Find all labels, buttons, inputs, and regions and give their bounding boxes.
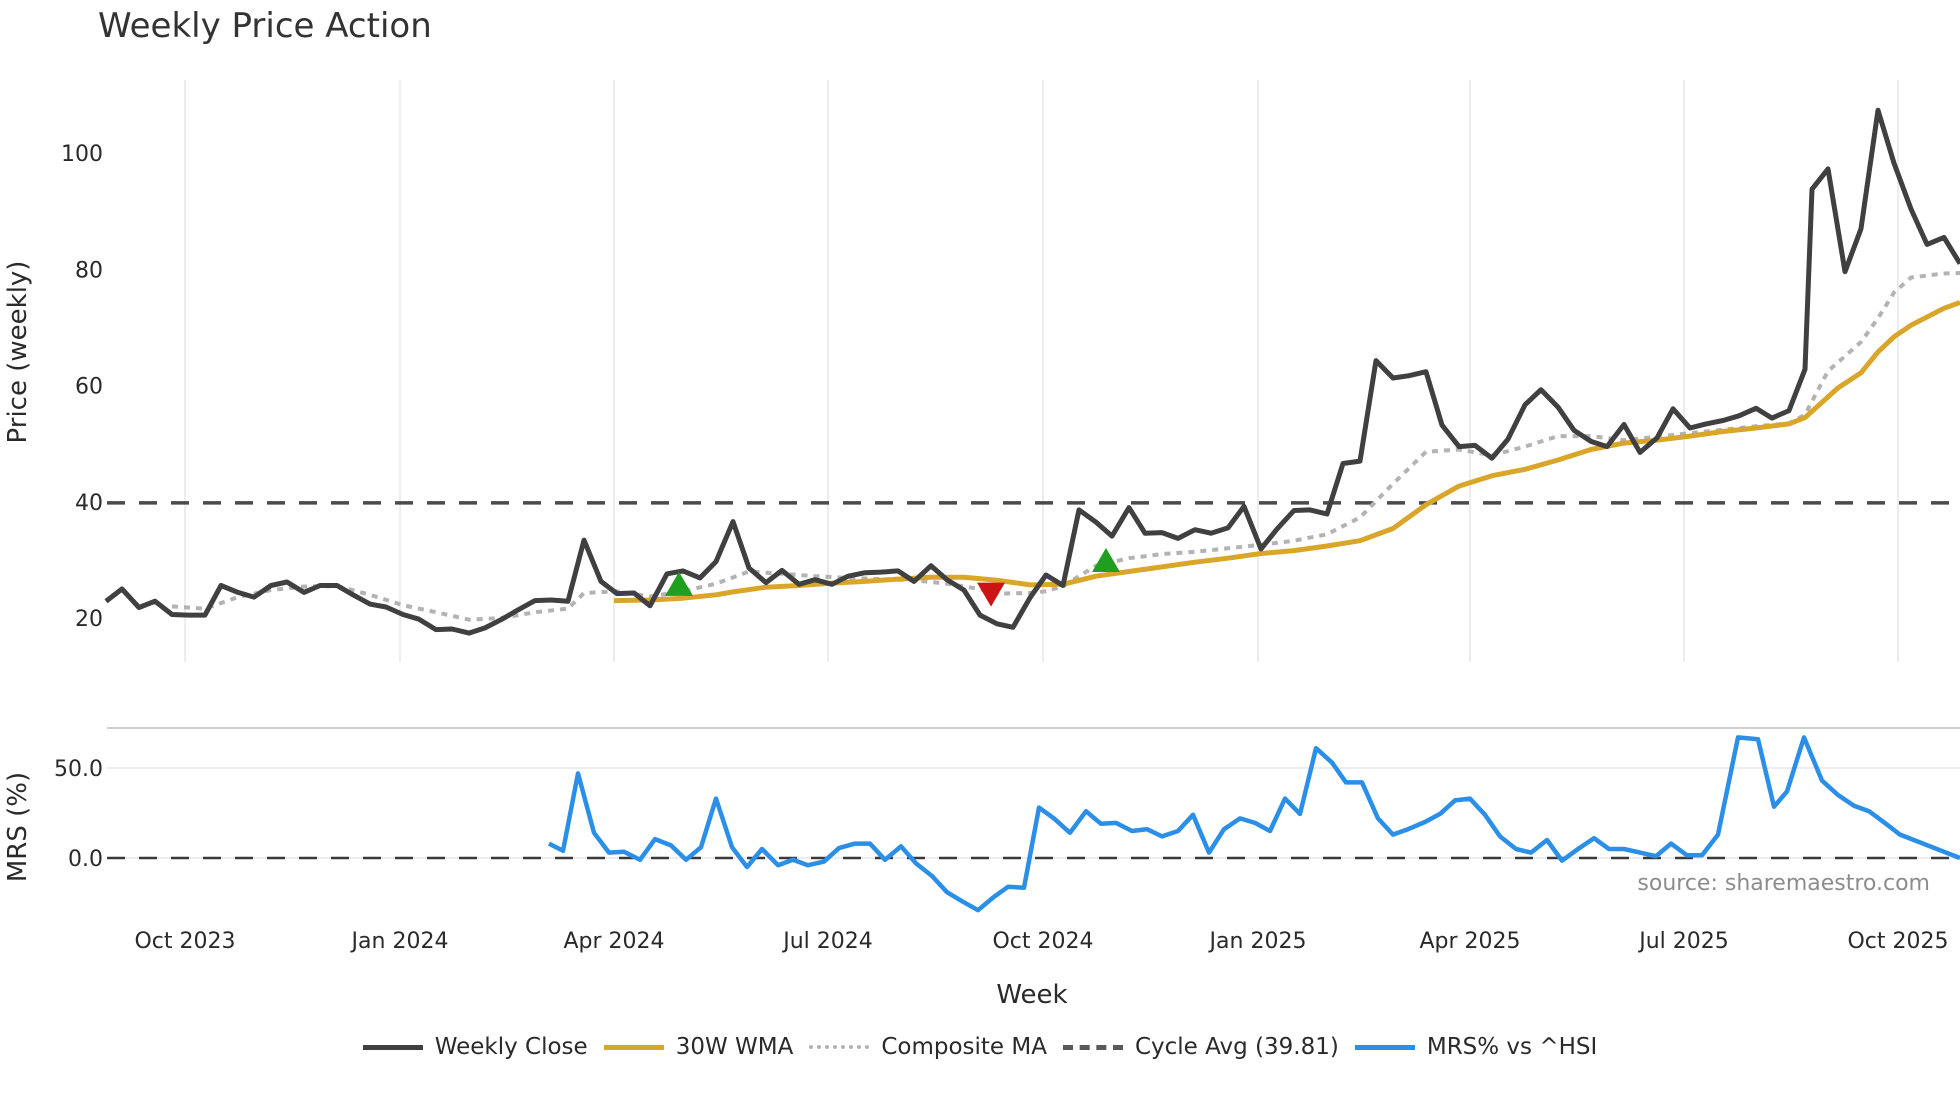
legend-label: Composite MA: [881, 1034, 1047, 1060]
price-y-tick: 80: [75, 258, 103, 283]
price-gridlines: [184, 80, 1899, 662]
x-tick-label: Apr 2025: [1419, 929, 1520, 954]
series-mrs: [547, 735, 1960, 913]
legend-label: Weekly Close: [434, 1034, 588, 1060]
legend-swatch: [603, 1044, 664, 1050]
price-y-tick: 40: [75, 491, 103, 516]
price-y-tick: 20: [75, 607, 103, 632]
price-y-axis-title: Price (weekly): [3, 261, 33, 444]
mrs-y-tick: 0.0: [68, 847, 103, 872]
signal-markers: [665, 548, 1120, 607]
x-tick-label: Jul 2025: [1637, 929, 1729, 954]
legend-swatch: [1354, 1044, 1415, 1050]
mrs-y-axis-title: MRS (%): [3, 772, 33, 882]
mrs-y-axis: 0.0 50.0: [54, 757, 103, 872]
x-tick-label: Apr 2024: [563, 929, 664, 954]
sell-signal-marker: [977, 582, 1005, 607]
price-y-axis: 20 40 60 80 100: [61, 142, 103, 632]
x-tick-label: Oct 2023: [134, 929, 235, 954]
x-tick-label: Oct 2024: [992, 929, 1093, 954]
price-series: [104, 107, 1960, 636]
price-y-tick: 100: [61, 142, 103, 167]
price-y-tick: 60: [75, 375, 103, 400]
x-axis: Oct 2023 Jan 2024 Apr 2024 Jul 2024 Oct 2024…: [134, 929, 1948, 954]
legend-item[interactable]: 30W WMA: [603, 1034, 794, 1060]
legend-item[interactable]: Weekly Close: [362, 1034, 588, 1060]
legend-item[interactable]: Composite MA: [809, 1034, 1047, 1060]
x-tick-label: Oct 2025: [1847, 929, 1948, 954]
mrs-y-tick: 50.0: [54, 757, 103, 782]
series-30w-wma: [613, 300, 1960, 604]
x-tick-label: Jan 2025: [1208, 929, 1307, 954]
legend-item[interactable]: Cycle Avg (39.81): [1062, 1034, 1339, 1060]
legend-label: 30W WMA: [675, 1034, 794, 1060]
buy-signal-marker: [665, 571, 693, 596]
legend-swatch: [362, 1044, 423, 1050]
legend-item[interactable]: MRS% vs ^HSI: [1354, 1034, 1598, 1060]
legend-label: MRS% vs ^HSI: [1426, 1034, 1598, 1060]
legend-swatch: [1062, 1044, 1123, 1050]
x-tick-label: Jul 2024: [781, 929, 873, 954]
legend: Weekly Close 30W WMA Composite MA Cycle Avg…: [0, 1034, 1960, 1060]
mrs-series: [547, 735, 1960, 913]
source-annotation: source: sharemaestro.com: [1637, 871, 1930, 896]
chart-title: Weekly Price Action: [98, 6, 432, 46]
legend-swatch: [809, 1045, 870, 1049]
buy-signal-marker: [1092, 548, 1120, 573]
x-tick-label: Jan 2024: [350, 929, 449, 954]
x-axis-title: Week: [996, 980, 1067, 1010]
series-weekly-close: [104, 107, 1960, 636]
legend-label: Cycle Avg (39.81): [1134, 1034, 1339, 1060]
